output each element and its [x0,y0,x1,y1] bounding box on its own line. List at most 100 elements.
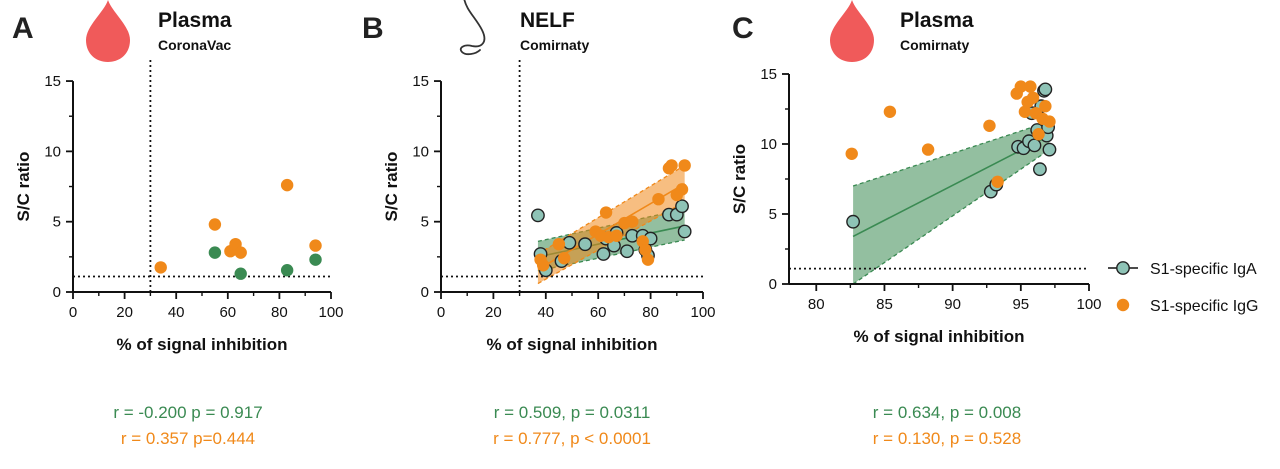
x-tick-label: 80 [271,304,288,321]
legend-marker-igg [1116,298,1130,312]
y-tick-label: 10 [412,143,429,160]
y-axis-label: S/C ratio [730,144,749,214]
x-tick-label: 40 [537,304,554,321]
y-tick-label: 15 [44,73,61,90]
point-igg [552,237,566,251]
stat-iga: r = 0.634, p = 0.008 [873,403,1021,422]
y-tick-label: 0 [53,284,61,301]
point-igg [1032,128,1045,141]
panel-label: A [12,12,34,45]
x-tick-label: 0 [437,304,445,321]
panel-subtitle: Comirnaty [520,37,589,53]
point-igg [641,253,655,266]
y-axis-label: S/C ratio [382,152,401,222]
y-tick-label: 5 [53,214,61,231]
point-igg [1018,105,1032,119]
point-igg [208,218,222,231]
point-igg [280,178,294,192]
point-igg [983,119,996,132]
band-lower-iga [852,149,1050,285]
point-igg [670,188,683,202]
y-tick-label: 15 [412,73,429,90]
point-igg [610,229,623,242]
point-igg [1043,115,1056,128]
nose-icon [459,0,486,56]
legend: S1-specific IgA S1-specific IgG [1108,261,1258,315]
point-igg [845,147,858,160]
y-tick-label: 5 [769,206,777,223]
x-tick-label: 80 [808,296,825,313]
confidence-band-iga [853,121,1050,284]
y-tick-label: 15 [760,66,777,83]
panel-subtitle: Comirnaty [900,37,969,53]
legend-label-iga: S1-specific IgA [1150,261,1257,278]
stat-iga: r = 0.509, p = 0.0311 [494,403,651,422]
point-iga [578,237,592,252]
panel-a: A Plasma CoronaVac 0 20 40 60 80 100 0 5 10 15 % of s… [12,0,344,448]
point-iga [596,247,611,261]
point-igg [309,239,322,252]
point-igg [1039,100,1052,113]
y-tick-label: 0 [769,276,777,293]
point-igg [639,243,652,257]
point-igg [557,252,571,265]
blood-drop-icon [830,0,874,62]
point-igg [234,246,247,259]
point-iga [1042,142,1057,157]
x-tick-label: 0 [69,304,77,321]
stat-igg: r = 0.130, p = 0.528 [873,429,1021,448]
point-igg [154,261,167,274]
point-igg [1026,91,1040,105]
x-tick-label: 85 [876,296,893,313]
x-tick-label: 90 [944,296,961,313]
panel-c: C Plasma Comirnaty 80 85 90 95 100 0 5 10 15 % of si… [730,0,1102,448]
point-iga [620,244,634,259]
x-tick-label: 80 [642,304,659,321]
point-igg [652,192,665,206]
stat-igg: r = 0.777, p < 0.0001 [493,429,651,448]
x-axis-label: % of signal inhibition [854,327,1025,346]
panel-title: Plasma [900,9,974,32]
point-iga [1033,162,1047,177]
y-tick-label: 10 [44,143,61,160]
panel-label: C [732,12,754,45]
point-igg [1024,80,1037,93]
y-tick-label: 10 [760,136,777,153]
point-igg [626,215,639,228]
panel-b: B NELF Comirnaty 0 20 40 60 80 100 0 5 10 15 % of sig… [362,0,716,448]
point-iga [280,264,294,277]
x-tick-label: 95 [1012,296,1029,313]
legend-marker-iga [1116,261,1130,275]
blood-drop-icon [86,0,130,62]
point-iga [1027,138,1042,153]
point-igg [921,143,935,156]
x-tick-label: 60 [590,304,607,321]
x-tick-label: 20 [116,304,133,321]
x-tick-label: 20 [485,304,502,321]
panel-label: B [362,12,384,45]
panel-subtitle: CoronaVac [158,37,231,53]
point-iga [677,224,692,239]
point-igg [1014,80,1028,93]
point-igg [536,259,550,272]
point-igg [665,159,678,172]
x-tick-label: 60 [219,304,236,321]
panel-title: Plasma [158,9,232,32]
x-tick-label: 100 [318,304,343,321]
point-iga [562,235,577,250]
x-axis-label: % of signal inhibition [117,335,288,354]
point-iga [208,246,222,259]
confidence-band-igg [537,165,685,284]
point-iga [234,267,247,280]
legend-label-igg: S1-specific IgG [1150,298,1258,315]
y-axis-label: S/C ratio [14,152,33,222]
y-tick-label: 5 [421,214,429,231]
panel-title: NELF [520,9,575,32]
point-iga [675,199,689,214]
x-tick-label: 100 [690,304,715,321]
point-iga [846,214,860,229]
point-igg [678,159,691,172]
point-igg [991,175,1004,188]
